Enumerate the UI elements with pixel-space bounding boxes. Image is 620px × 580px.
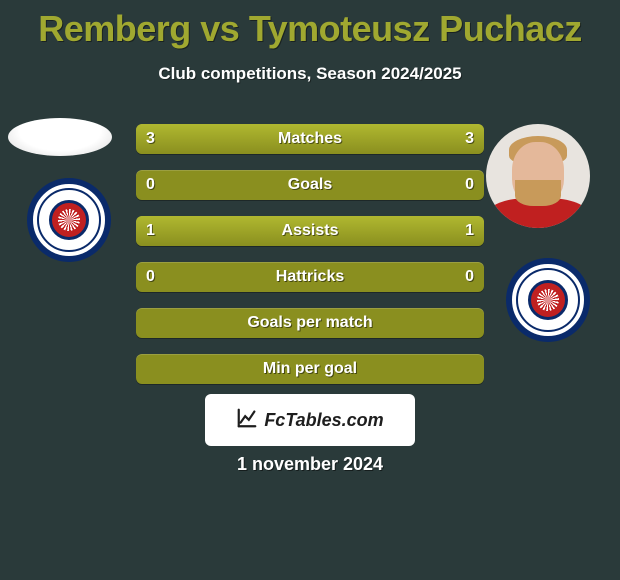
stat-value-left: 3 (146, 130, 155, 148)
footer-brand-text: FcTables.com (264, 410, 383, 431)
stat-bar-min-per-goal: Min per goal (136, 354, 484, 384)
stat-value-left: 0 (146, 176, 155, 194)
stat-label: Assists (282, 222, 339, 240)
club-badge-inner (528, 280, 568, 320)
comparison-subtitle: Club competitions, Season 2024/2025 (0, 64, 620, 84)
stat-value-left: 0 (146, 268, 155, 286)
stat-value-right: 0 (465, 268, 474, 286)
stat-value-right: 3 (465, 130, 474, 148)
player-left-club-badge (27, 178, 111, 262)
stats-bars: 3 Matches 3 0 Goals 0 1 Assists 1 0 Hatt… (136, 124, 484, 400)
comparison-title: Remberg vs Tymoteusz Puchacz (0, 0, 620, 50)
stat-label: Goals per match (247, 314, 372, 332)
stat-bar-goals: 0 Goals 0 (136, 170, 484, 200)
chart-icon (236, 407, 258, 434)
avatar-beard (515, 180, 561, 206)
footer-brand-box: FcTables.com (205, 394, 415, 446)
stat-label: Min per goal (263, 360, 357, 378)
generation-date: 1 november 2024 (237, 454, 383, 475)
stat-bar-assists: 1 Assists 1 (136, 216, 484, 246)
club-badge-inner (49, 200, 89, 240)
stat-label: Hattricks (276, 268, 344, 286)
player-left-avatar (8, 118, 112, 156)
player-right-avatar (486, 124, 590, 228)
stat-label: Goals (288, 176, 332, 194)
stat-bar-hattricks: 0 Hattricks 0 (136, 262, 484, 292)
stat-value-left: 1 (146, 222, 155, 240)
stat-value-right: 0 (465, 176, 474, 194)
stat-label: Matches (278, 130, 342, 148)
stat-bar-goals-per-match: Goals per match (136, 308, 484, 338)
player-right-club-badge (506, 258, 590, 342)
stat-value-right: 1 (465, 222, 474, 240)
stat-bar-matches: 3 Matches 3 (136, 124, 484, 154)
